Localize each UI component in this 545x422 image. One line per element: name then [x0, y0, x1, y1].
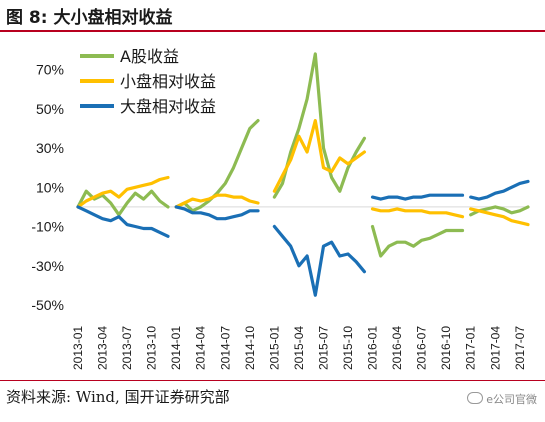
y-tick-label: 70%	[36, 62, 64, 78]
x-tick-label: 2013-10	[145, 326, 159, 370]
x-tick-label: 2014-10	[243, 326, 257, 370]
series-lines	[76, 52, 530, 297]
x-tick-label: 2013-07	[120, 326, 134, 370]
x-tick-label: 2016-01	[366, 326, 380, 370]
y-tick-label: 30%	[36, 140, 64, 156]
x-tick-label: 2014-01	[169, 326, 183, 370]
x-tick-label: 2015-01	[267, 326, 281, 370]
line-chart: 70%50%30%10%-10%-30%-50% 2013-01 2013-04 2…	[31, 47, 530, 370]
series-large_cap	[76, 179, 530, 297]
x-tick-label: 2017-04	[488, 326, 502, 370]
x-tick-label: 2014-04	[194, 326, 208, 370]
y-tick-label: -50%	[31, 297, 64, 313]
series-line-segment	[370, 207, 465, 219]
series-line-segment	[469, 179, 530, 201]
series-line-segment	[370, 224, 465, 258]
x-tick-label: 2015-10	[341, 326, 355, 370]
x-tick-label: 2016-07	[415, 326, 429, 370]
series-line-segment	[272, 224, 366, 297]
figure-title: 图 8: 大小盘相对收益	[6, 8, 173, 28]
x-tick-label: 2016-10	[439, 326, 453, 370]
series-line-segment	[370, 193, 465, 201]
x-tick-label: 2013-04	[96, 326, 110, 370]
title-rule	[0, 30, 545, 32]
x-tick-label: 2014-07	[218, 326, 232, 370]
x-axis-ticks: 2013-01 2013-04 2013-07 2013-10 2014-01 2014-…	[71, 326, 527, 370]
legend-label: 大盘相对收益	[120, 97, 216, 116]
y-tick-label: -10%	[31, 219, 64, 235]
x-tick-label: 2016-04	[390, 326, 404, 370]
series-line-segment	[174, 118, 260, 213]
y-tick-label: 10%	[36, 179, 64, 195]
series-line-segment	[272, 118, 366, 193]
x-tick-label: 2015-07	[316, 326, 330, 370]
x-tick-label: 2013-01	[71, 326, 85, 370]
y-axis-ticks: 70% 50% 30% 10% -10% -30% -50%	[31, 62, 64, 313]
x-tick-label: 2017-01	[464, 326, 478, 370]
series-line-segment	[174, 205, 260, 221]
series-small_cap	[76, 118, 530, 227]
source-note: 资料来源: Wind, 国开证券研究部	[6, 388, 230, 406]
x-tick-label: 2017-07	[513, 326, 527, 370]
legend-label: 小盘相对收益	[120, 72, 216, 91]
series-line-segment	[174, 193, 260, 209]
series-line-segment	[76, 175, 170, 209]
series-line-segment	[469, 207, 530, 227]
y-tick-label: 50%	[36, 101, 64, 117]
series-line-segment	[76, 205, 170, 238]
watermark-text: e公司官微	[486, 393, 537, 406]
watermark: e公司官微	[467, 391, 537, 407]
legend-label: A股收益	[120, 47, 179, 66]
y-tick-label: -30%	[31, 258, 64, 274]
source-rule	[0, 380, 545, 381]
wechat-icon	[467, 392, 484, 404]
series-line-segment	[272, 52, 366, 199]
x-tick-label: 2015-04	[292, 326, 306, 370]
